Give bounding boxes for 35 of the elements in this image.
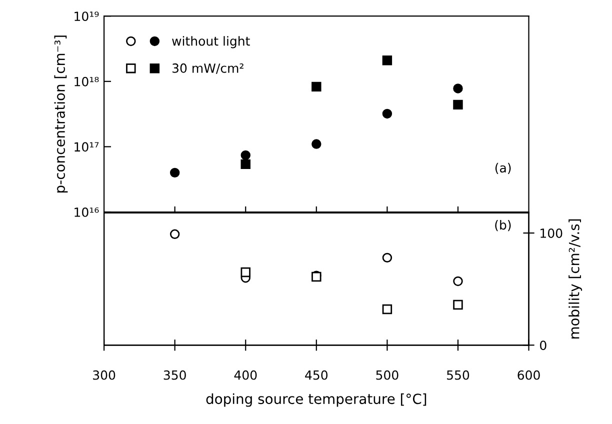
x-tick-label: 600 bbox=[518, 370, 540, 380]
legend-label: 30 mW/cm² bbox=[172, 63, 244, 74]
annotation: (b) bbox=[495, 220, 511, 232]
point bbox=[312, 139, 322, 149]
y2-tick-label: 0 bbox=[540, 340, 546, 350]
x-tick-label: 300 bbox=[93, 370, 116, 380]
y-tick-label: 10¹⁹ bbox=[74, 12, 99, 22]
point bbox=[240, 150, 250, 160]
x-axis-title: doping source temperature [°C] bbox=[206, 393, 426, 407]
point bbox=[240, 267, 250, 278]
x-tick-label: 350 bbox=[164, 370, 186, 380]
y-tick-label: 10¹⁷ bbox=[74, 142, 99, 152]
point bbox=[170, 229, 180, 240]
y2-tick-label: 100 bbox=[540, 228, 562, 238]
legend-label: without light bbox=[172, 36, 250, 48]
y-tick-label: 10¹⁸ bbox=[74, 76, 99, 86]
point bbox=[382, 56, 392, 66]
point bbox=[240, 159, 250, 170]
x-tick-label: 550 bbox=[447, 370, 470, 380]
point bbox=[382, 108, 392, 119]
point bbox=[453, 100, 463, 110]
annotation: (a) bbox=[495, 162, 511, 174]
point bbox=[170, 168, 180, 178]
x-tick-label: 400 bbox=[234, 370, 257, 380]
point bbox=[453, 84, 463, 94]
point bbox=[453, 276, 463, 286]
x-tick-label: 450 bbox=[305, 370, 328, 380]
point bbox=[453, 300, 463, 310]
point bbox=[382, 304, 392, 314]
y-tick-label: 10¹⁶ bbox=[74, 207, 99, 217]
x-tick-label: 500 bbox=[376, 370, 398, 380]
y2-axis-title: mobility [cm²/v.s] bbox=[568, 219, 582, 339]
point bbox=[312, 82, 322, 92]
y-axis-title: p-concentration [cm⁻³] bbox=[54, 36, 68, 192]
point bbox=[382, 252, 392, 263]
